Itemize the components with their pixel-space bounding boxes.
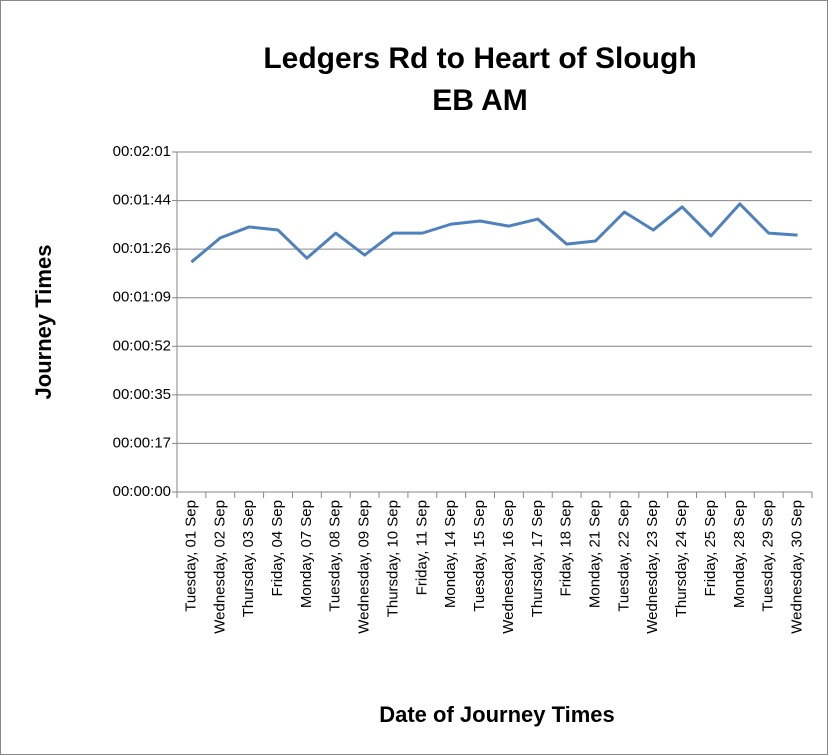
x-tick-label: Wednesday, 02 Sep (211, 500, 228, 634)
y-tick-label: 00:00:52 (113, 337, 171, 354)
x-tick-label: Tuesday, 15 Sep (471, 500, 488, 612)
x-tick-label: Friday, 25 Sep (702, 500, 719, 596)
x-tick-label: Thursday, 10 Sep (384, 500, 401, 617)
y-tick-label: 00:01:26 (113, 240, 171, 257)
y-tick-label: 00:01:09 (113, 289, 171, 306)
chart-title: Ledgers Rd to Heart of Slough (263, 42, 696, 75)
x-tick-label: Monday, 21 Sep (586, 500, 603, 608)
x-axis-title: Date of Journey Times (379, 702, 615, 727)
chart-title: EB AM (432, 84, 528, 117)
x-tick-label: Tuesday, 29 Sep (760, 500, 777, 612)
x-tick-label: Wednesday, 16 Sep (500, 500, 517, 634)
x-tick-label: Friday, 18 Sep (558, 500, 575, 596)
x-tick-label: Thursday, 24 Sep (673, 500, 690, 617)
x-tick-label: Wednesday, 09 Sep (356, 500, 373, 634)
x-tick-label: Wednesday, 23 Sep (644, 500, 661, 634)
y-tick-label: 00:00:35 (113, 386, 171, 403)
x-tick-label: Monday, 14 Sep (442, 500, 459, 608)
x-tick-label: Monday, 07 Sep (298, 500, 315, 608)
y-tick-label: 00:01:44 (113, 192, 171, 209)
x-tick-label: Monday, 28 Sep (731, 500, 748, 608)
x-tick-label: Thursday, 17 Sep (529, 500, 546, 617)
x-tick-label: Tuesday, 22 Sep (615, 500, 632, 612)
x-tick-label: Tuesday, 01 Sep (182, 500, 199, 612)
x-tick-label: Thursday, 03 Sep (240, 500, 257, 617)
y-tick-label: 00:02:01 (113, 143, 171, 160)
y-axis-title: Journey Times (31, 245, 56, 400)
y-tick-label: 00:00:17 (113, 434, 171, 451)
x-tick-label: Friday, 11 Sep (413, 500, 430, 595)
x-tick-label: Wednesday, 30 Sep (789, 500, 806, 634)
x-tick-label: Tuesday, 08 Sep (327, 500, 344, 612)
x-tick-label: Friday, 04 Sep (269, 500, 286, 596)
y-tick-label: 00:00:00 (113, 483, 171, 500)
series-line (190, 202, 798, 264)
